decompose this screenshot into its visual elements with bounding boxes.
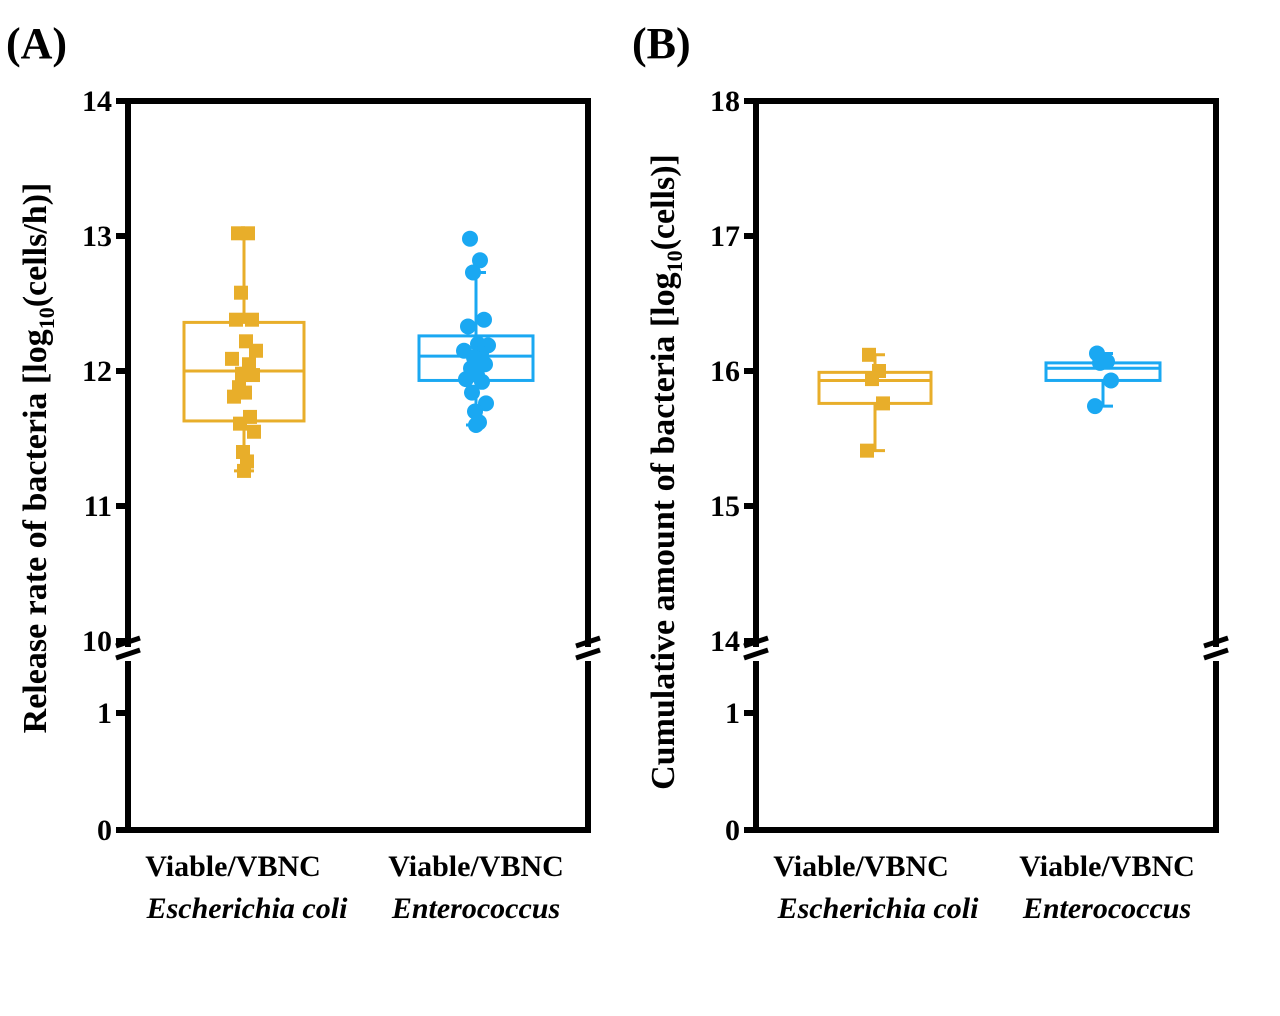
data-point — [241, 226, 255, 241]
data-point — [462, 230, 478, 247]
data-point — [865, 372, 879, 387]
panel-b-label: (B) — [632, 19, 691, 68]
panel-a-axes — [115, 98, 601, 833]
data-point — [246, 368, 260, 383]
data-point — [1087, 398, 1103, 415]
y-tick-label: 12 — [82, 355, 112, 388]
data-point — [229, 312, 243, 327]
panel-a-category-1-species: Escherichia coli — [146, 892, 348, 925]
series-enterococcus — [417, 230, 535, 433]
axis-break-mark — [115, 635, 141, 649]
series-escherichia-coli — [182, 226, 306, 478]
data-point — [227, 389, 241, 404]
series-escherichia-coli — [817, 347, 933, 458]
y-tick-label: 11 — [84, 490, 112, 523]
panel-b-marks — [817, 345, 1162, 458]
axis-break-mark — [575, 647, 601, 661]
data-point — [464, 384, 480, 401]
axis-break-mark — [743, 647, 769, 661]
data-point — [460, 318, 476, 335]
data-point — [247, 424, 261, 439]
y-tick-label: 0 — [97, 814, 112, 847]
y-tick-label: 13 — [82, 220, 112, 253]
y-tick-label: 1 — [725, 697, 740, 730]
panel-b: (B) Cumulative amount of bacteria [log10… — [632, 19, 1229, 925]
panel-a-category-1-label: Viable/VBNC — [145, 850, 321, 883]
panel-b-category-1-label: Viable/VBNC — [773, 850, 949, 883]
panel-a-label: (A) — [6, 19, 67, 68]
panel-a-y-axis-label: Release rate of bacteria [log10(cells/h)… — [17, 183, 59, 734]
data-point — [476, 311, 492, 328]
data-point — [233, 416, 247, 431]
data-point — [468, 417, 484, 433]
y-tick-label: 15 — [710, 490, 740, 523]
data-point — [862, 347, 876, 362]
axis-break-mark — [1203, 647, 1229, 661]
panel-b-axes — [743, 98, 1229, 833]
data-point — [1103, 372, 1119, 389]
data-point — [860, 443, 874, 458]
data-point — [478, 395, 494, 412]
data-point — [1092, 354, 1108, 371]
y-tick-label: 0 — [725, 814, 740, 847]
panel-a-category-2-species: Enterococcus — [391, 892, 560, 925]
data-point — [465, 264, 481, 281]
y-tick-label: 17 — [710, 220, 740, 253]
data-point — [474, 373, 490, 390]
data-point — [458, 371, 474, 388]
panel-b-category-2-label: Viable/VBNC — [1019, 850, 1195, 883]
y-tick-label: 16 — [710, 355, 740, 388]
data-point — [235, 366, 249, 381]
data-point — [225, 351, 239, 366]
y-tick-label: 14 — [710, 625, 740, 658]
panel-a-category-2-label: Viable/VBNC — [388, 850, 564, 883]
y-tick-label: 1 — [97, 697, 112, 730]
panel-a: (A) Release rate of bacteria [log10(cell… — [6, 19, 601, 925]
y-tick-label: 10 — [82, 625, 112, 658]
axis-break-mark — [743, 635, 769, 649]
data-point — [234, 285, 248, 300]
panel-b-category-2-species: Enterococcus — [1022, 892, 1191, 925]
series-enterococcus — [1044, 345, 1162, 415]
panel-b-category-1-species: Escherichia coli — [777, 892, 979, 925]
panel-b-y-axis-label: Cumulative amount of bacteria [log10(cel… — [645, 154, 687, 790]
y-tick-label: 18 — [710, 85, 740, 118]
data-point — [238, 385, 252, 400]
data-point — [876, 396, 890, 411]
panel-b-y-ticks: 18 17 16 15 14 1 0 — [710, 85, 756, 847]
data-point — [237, 463, 251, 478]
axis-break-mark — [115, 647, 141, 661]
data-point — [245, 312, 259, 327]
data-point — [472, 252, 488, 269]
y-tick-label: 14 — [82, 85, 112, 118]
axis-break-mark — [1203, 635, 1229, 649]
axis-break-mark — [575, 635, 601, 649]
panel-a-marks — [182, 226, 535, 478]
data-point — [249, 343, 263, 358]
